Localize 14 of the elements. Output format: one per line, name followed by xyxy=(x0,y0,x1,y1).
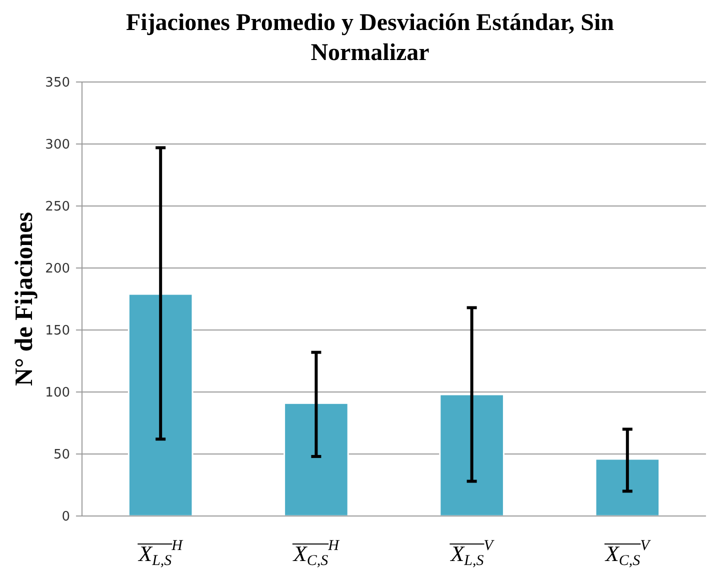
y-tick-label: 300 xyxy=(45,138,70,153)
chart-title: Fijaciones Promedio y Desviación Estándar, Sin Normalizar xyxy=(126,10,614,66)
y-tick-label: 350 xyxy=(45,76,70,91)
bar xyxy=(439,394,504,517)
bar xyxy=(128,293,194,517)
y-tick-label: 150 xyxy=(45,324,70,339)
y-tick-label: 100 xyxy=(45,386,70,401)
bar xyxy=(284,402,349,517)
y-tick-label: 0 xyxy=(62,510,70,525)
y-axis-title: N° de Fijaciones xyxy=(11,212,38,386)
y-tick-label: 250 xyxy=(45,200,70,215)
bar xyxy=(594,458,660,517)
y-tick-label: 50 xyxy=(53,448,70,463)
y-tick-label: 200 xyxy=(45,262,70,277)
